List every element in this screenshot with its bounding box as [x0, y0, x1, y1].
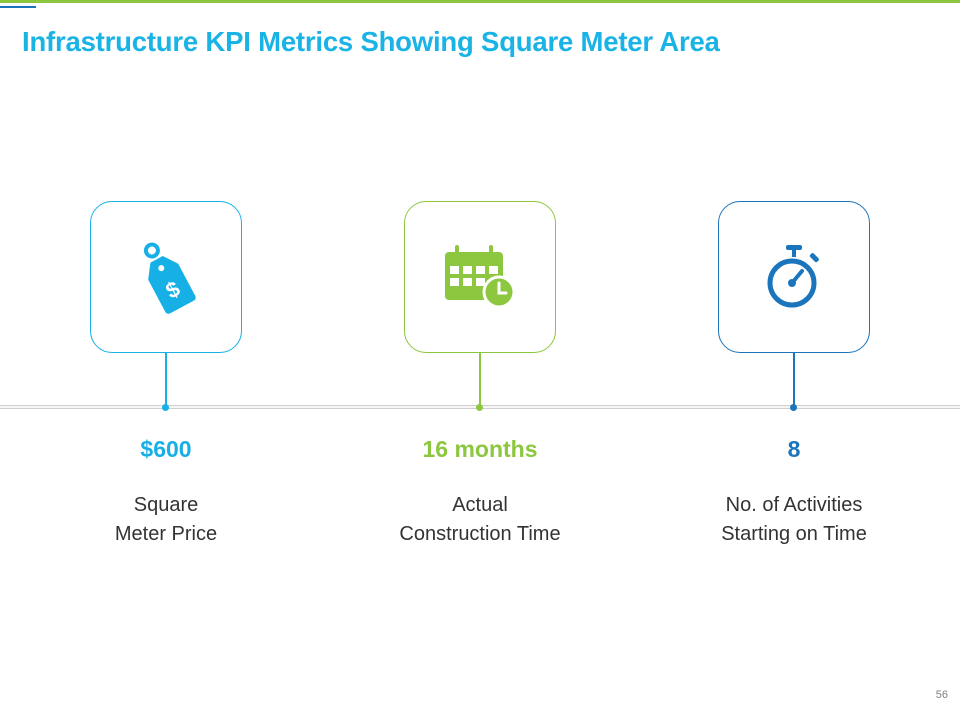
top-accent-bar: [0, 6, 36, 8]
kpi-connector: [793, 353, 795, 407]
kpi-label: Actual Construction Time: [360, 491, 600, 549]
kpi-label-line: Square: [133, 494, 199, 516]
kpi-value: $600: [140, 436, 192, 462]
page-number: 56: [935, 689, 948, 701]
kpi-value: 16 months: [422, 436, 538, 462]
timeline-dot: [162, 404, 169, 411]
kpi-label-line: No. of Activities: [725, 494, 863, 516]
kpi-label-line: Actual: [452, 494, 508, 516]
kpi-connector: [479, 353, 481, 407]
slide-title: Infrastructure KPI Metrics Showing Squar…: [22, 26, 720, 57]
timeline-dot: [790, 404, 797, 411]
kpi-label-line: Meter Price: [114, 523, 218, 545]
kpi-label: Square Meter Price: [46, 491, 286, 549]
top-rule: [0, 0, 960, 3]
price-tag-icon: $: [143, 242, 196, 314]
kpi-card: [718, 201, 870, 353]
kpi-label-line: Construction Time: [399, 523, 561, 545]
stopwatch-icon: [767, 245, 819, 308]
kpi-label-line: Starting on Time: [721, 523, 867, 545]
kpi-label: No. of Activities Starting on Time: [674, 491, 914, 549]
timeline-dot: [476, 404, 483, 411]
calendar-clock-icon: [445, 245, 516, 309]
kpi-card: [404, 201, 556, 353]
kpi-card: $: [90, 201, 242, 353]
kpi-value: 8: [787, 436, 801, 462]
kpi-connector: [165, 353, 167, 407]
